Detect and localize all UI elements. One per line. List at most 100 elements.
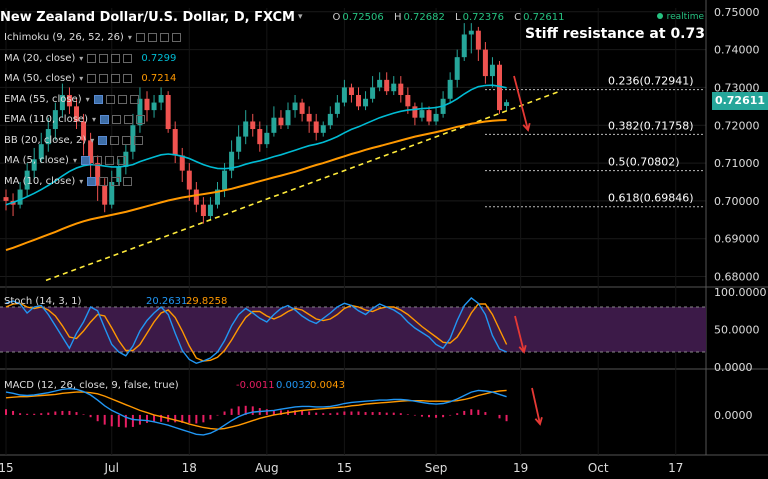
- add-icon[interactable]: [122, 135, 132, 145]
- indicator-label: EMA (55, close): [4, 93, 82, 105]
- candle-body: [341, 87, 347, 103]
- indicator-row[interactable]: MA (5, close) ▾: [4, 155, 129, 166]
- candle-body: [165, 94, 171, 130]
- settings-icon[interactable]: [110, 135, 120, 145]
- stoch-overbought-band: [0, 307, 706, 352]
- settings-icon[interactable]: [147, 33, 157, 42]
- price-tick-label: 0.70000: [714, 195, 760, 208]
- candle-body: [109, 181, 115, 205]
- settings-icon[interactable]: [99, 53, 109, 63]
- chevron-down-icon[interactable]: ▾: [79, 53, 84, 63]
- eye-icon[interactable]: [93, 94, 103, 104]
- candle-body: [66, 94, 72, 107]
- indicator-row[interactable]: MA (10, close) ▾: [4, 176, 135, 187]
- chart-header: New Zealand Dollar/U.S. Dollar, D, FXCM …: [0, 8, 572, 26]
- macd-line: [5, 387, 507, 436]
- candles[interactable]: [3, 23, 510, 224]
- indicator-row[interactable]: MA (50, close) ▾ 0.7214: [4, 73, 176, 84]
- candle-body: [130, 125, 136, 152]
- settings-icon[interactable]: [92, 156, 102, 165]
- candle-body: [38, 144, 44, 160]
- indicator-label: MA (10, close): [4, 175, 76, 187]
- settings-icon[interactable]: [99, 176, 109, 186]
- chevron-down-icon[interactable]: ▾: [90, 135, 95, 145]
- close-icon[interactable]: [123, 53, 133, 63]
- grid: [0, 0, 768, 456]
- macd-signal-value: 0.0043: [310, 380, 345, 391]
- indicator-label: EMA (110, close): [4, 114, 88, 125]
- time-tick-label: 19: [513, 461, 528, 475]
- down-arrow-head: [518, 344, 527, 354]
- add-icon[interactable]: [111, 53, 121, 63]
- stoch-tick-label: 0.0000: [714, 361, 753, 374]
- eye-icon[interactable]: [87, 53, 97, 63]
- indicator-row[interactable]: EMA (110, close) ▾: [4, 114, 148, 125]
- add-icon[interactable]: [117, 94, 127, 104]
- candle-body: [74, 106, 79, 122]
- add-icon[interactable]: [104, 156, 114, 165]
- candle-body: [45, 129, 51, 145]
- eye-icon[interactable]: [98, 135, 108, 145]
- candle-body: [278, 117, 284, 126]
- down-arrow-head: [534, 417, 543, 426]
- chevron-down-icon[interactable]: ▾: [127, 33, 132, 42]
- candle-body: [236, 136, 242, 152]
- indicator-row[interactable]: Ichimoku (9, 26, 52, 26) ▾: [4, 32, 184, 43]
- candle-body: [426, 110, 432, 122]
- time-tick-label: Sep: [425, 461, 448, 475]
- low-value: 0.72376: [462, 11, 504, 23]
- symbol-title[interactable]: New Zealand Dollar/U.S. Dollar, D, FXCM: [0, 9, 295, 25]
- macd-signal-line: [5, 389, 507, 430]
- indicator-row[interactable]: EMA (55, close) ▾: [4, 94, 142, 105]
- eye-icon[interactable]: [87, 176, 97, 186]
- add-icon[interactable]: [124, 115, 133, 124]
- candle-body: [264, 132, 270, 145]
- ma50-line: [5, 119, 507, 252]
- add-icon[interactable]: [111, 74, 121, 83]
- indicator-row[interactable]: BB (20, close, 2) ▾: [4, 135, 146, 146]
- close-icon[interactable]: [171, 33, 181, 42]
- candle-body: [144, 98, 150, 111]
- eye-icon[interactable]: [80, 156, 90, 165]
- price-tick-label: 0.73000: [714, 81, 760, 94]
- eye-icon[interactable]: [100, 115, 109, 124]
- chevron-down-icon[interactable]: ▾: [79, 176, 84, 186]
- stoch-d-value: 29.8258: [186, 296, 227, 307]
- close-icon[interactable]: [123, 74, 133, 83]
- add-icon[interactable]: [111, 176, 121, 186]
- close-key: C: [514, 11, 522, 23]
- chevron-down-icon[interactable]: ▾: [79, 74, 84, 83]
- candle-body: [327, 113, 333, 126]
- indicator-row[interactable]: MA (20, close) ▾ 0.7299: [4, 53, 176, 64]
- candle-body: [186, 170, 192, 190]
- close-icon[interactable]: [129, 94, 139, 104]
- axes: 0.75000 0.74000 0.73000 0.72000 0.71000 0.700…: [0, 6, 767, 475]
- chevron-down-icon[interactable]: ▾: [85, 94, 90, 104]
- eye-icon[interactable]: [87, 74, 97, 83]
- candle-body: [243, 121, 249, 137]
- chevron-down-icon[interactable]: ▾: [72, 156, 77, 165]
- high-value: 0.72682: [403, 11, 445, 23]
- close-icon[interactable]: [136, 115, 145, 124]
- chevron-down-icon[interactable]: ▾: [91, 115, 96, 124]
- eye-icon[interactable]: [135, 33, 145, 42]
- fibonacci-levels: 0.236(0.72941) 0.382(0.71758) 0.5(0.70802)…: [485, 75, 704, 208]
- candle-body: [433, 113, 439, 122]
- add-icon[interactable]: [159, 33, 169, 42]
- fib-label: 0.5(0.70802): [608, 156, 680, 169]
- close-icon[interactable]: [123, 176, 133, 186]
- chevron-down-icon[interactable]: ▾: [298, 12, 303, 22]
- close-icon[interactable]: [134, 135, 144, 145]
- indicator-value: 0.7214: [141, 73, 177, 84]
- settings-icon[interactable]: [105, 94, 115, 104]
- candle-body: [95, 163, 101, 186]
- candle-body: [137, 98, 143, 126]
- candle-body: [377, 79, 383, 88]
- indicator-label: MA (50, close): [4, 73, 76, 84]
- stoch-k-line: [5, 297, 507, 365]
- settings-icon[interactable]: [112, 115, 121, 124]
- candle-body: [116, 166, 122, 182]
- settings-icon[interactable]: [99, 74, 109, 83]
- close-icon[interactable]: [116, 156, 126, 165]
